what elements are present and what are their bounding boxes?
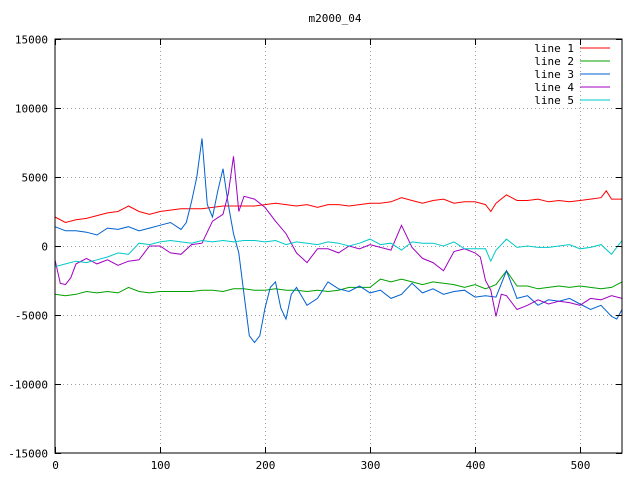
x-tick-label: 200 xyxy=(256,459,276,472)
x-tick-label: 100 xyxy=(151,459,171,472)
x-tick-label: 300 xyxy=(361,459,381,472)
series-line-2 xyxy=(54,269,623,297)
y-tick-label: -5000 xyxy=(15,310,48,323)
series-line-3 xyxy=(54,138,623,344)
y-tick-label: 15000 xyxy=(15,34,48,47)
legend-label: line 5 xyxy=(534,94,574,107)
x-tick-label: 500 xyxy=(571,459,591,472)
legend-label: line 4 xyxy=(534,81,574,94)
y-tick-label: 0 xyxy=(41,241,48,254)
series-line-4 xyxy=(54,156,623,317)
series-line-1 xyxy=(54,189,622,224)
legend-label: line 3 xyxy=(534,68,574,81)
y-tick-label: -15000 xyxy=(8,448,48,461)
series-layer xyxy=(54,138,623,344)
axis-layer: -15000 -10000 -5000 0 5000 10000 15000 0 100 200 3… xyxy=(8,34,622,472)
x-tick-label: 400 xyxy=(466,459,486,472)
series-line-5 xyxy=(54,238,623,268)
y-tick-label: 5000 xyxy=(22,172,49,185)
x-tick-label: 0 xyxy=(52,459,59,472)
y-tick-label: -10000 xyxy=(8,379,48,392)
legend-label: line 1 xyxy=(534,42,574,55)
y-tick-label: 10000 xyxy=(15,103,48,116)
legend-label: line 2 xyxy=(534,55,574,68)
chart-title: m2000_04 xyxy=(309,12,362,25)
